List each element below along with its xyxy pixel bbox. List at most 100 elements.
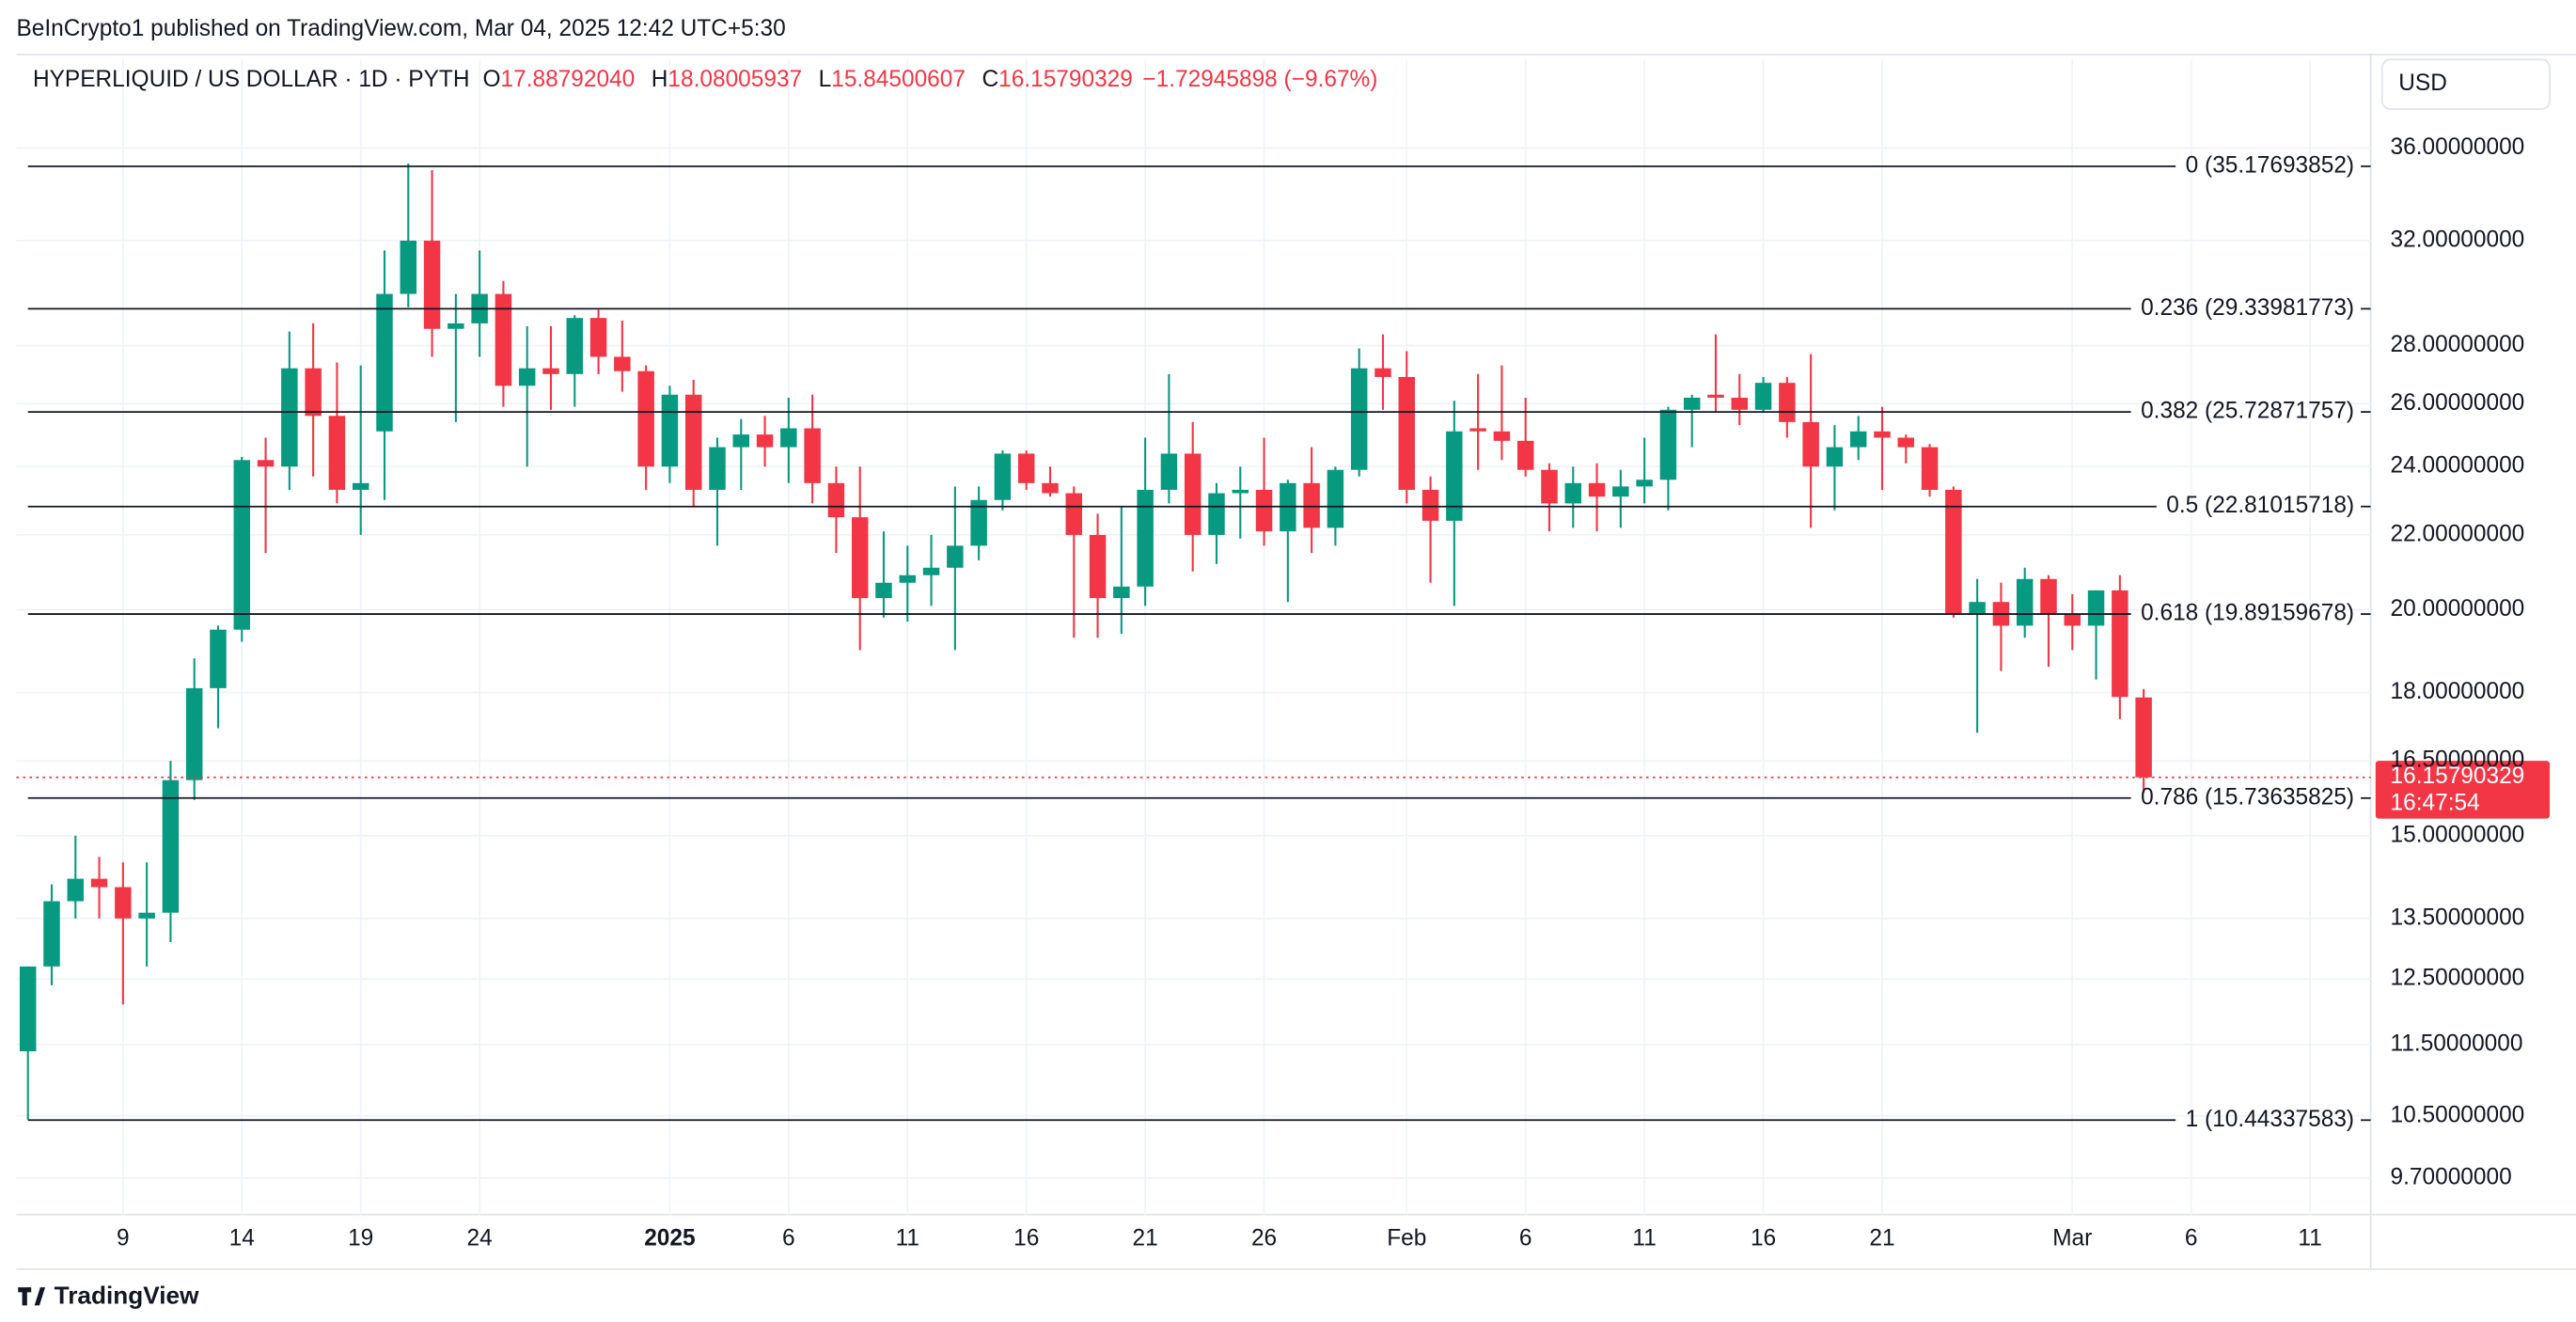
candle-body	[827, 482, 845, 518]
candle-body	[185, 687, 203, 780]
candle-body	[1089, 534, 1107, 599]
candle-body	[1422, 489, 1439, 521]
candle-body	[947, 545, 964, 568]
candle-body	[1469, 428, 1486, 432]
candle-body	[2135, 697, 2152, 778]
fib-label: 0.5 (22.81015718)	[2166, 493, 2354, 518]
symbol: HYPERLIQUID / US DOLLAR · 1D · PYTH	[33, 68, 470, 93]
candle-body	[1612, 486, 1629, 497]
currency-button[interactable]	[2380, 58, 2551, 110]
y-tick-label: 13.50000000	[2391, 905, 2525, 930]
x-tick-label: 24	[467, 1226, 493, 1251]
y-tick-label: 15.00000000	[2391, 822, 2525, 847]
candle-body	[1779, 383, 1796, 422]
x-tick-label: 26	[1251, 1226, 1277, 1251]
brand: TradingView	[55, 1282, 199, 1310]
candle-body	[2087, 590, 2105, 626]
y-tick-label: 32.00000000	[2391, 227, 2525, 252]
brand-logo	[18, 1287, 46, 1306]
candle-body	[115, 887, 132, 919]
candle-body	[1137, 489, 1154, 587]
change: −1.72945898 (−9.67%)	[1142, 68, 1377, 93]
x-tick-label: 6	[2185, 1226, 2198, 1251]
x-tick-label: 21	[1133, 1226, 1158, 1251]
candle-body	[1160, 453, 1178, 490]
candle-body	[1446, 431, 1463, 521]
fib-label: 0 (35.17693852)	[2186, 152, 2354, 178]
candle-body	[2064, 613, 2081, 626]
candle-body	[1541, 469, 1558, 504]
candle-body	[162, 779, 180, 913]
candle-body	[1707, 394, 1724, 398]
x-tick-label: 6	[1519, 1226, 1532, 1251]
candle-body	[1516, 440, 1534, 470]
ohlc-key: O	[482, 68, 500, 93]
candle-body	[970, 499, 987, 546]
grid	[16, 59, 2371, 1215]
fib-label: 0.236 (29.33981773)	[2141, 295, 2354, 321]
candle-body	[661, 394, 679, 467]
published-note: BeInCrypto1 published on TradingView.com…	[16, 16, 785, 41]
candle-body	[1303, 482, 1320, 528]
candle-body	[614, 356, 631, 371]
countdown: 16:47:54	[2391, 790, 2480, 815]
ohlc-value: 16.15790329	[998, 68, 1133, 93]
candle-body	[400, 240, 417, 294]
candle-body	[257, 460, 275, 467]
candle-body	[756, 434, 774, 448]
candle-body	[448, 323, 464, 329]
candle-body	[2112, 590, 2128, 698]
x-tick-label: 16	[1013, 1226, 1039, 1251]
candle-body	[1636, 480, 1653, 487]
candle-body	[804, 428, 821, 483]
candle-body	[376, 293, 393, 432]
x-tick-label: 14	[229, 1226, 255, 1251]
y-tick-label: 24.00000000	[2391, 453, 2525, 479]
y-tick-label: 18.00000000	[2391, 679, 2525, 704]
candle-body	[518, 368, 536, 386]
candle-body	[1897, 437, 1915, 448]
candle-body	[899, 574, 917, 583]
candle-body	[1208, 493, 1225, 535]
candle-body	[90, 878, 108, 888]
x-tick-label: 11	[2298, 1226, 2321, 1251]
candle-body	[1327, 469, 1344, 528]
x-tick-label: 19	[348, 1226, 373, 1251]
overlays: 0 (35.17693852) 0.236 (29.33981773) 0.382 …	[16, 152, 2551, 1132]
candle-body	[305, 368, 322, 417]
candle-body	[684, 394, 702, 490]
candle-body	[1564, 482, 1582, 504]
y-tick-label: 9.70000000	[2391, 1164, 2512, 1189]
y-tick-label: 20.00000000	[2391, 596, 2525, 622]
y-tick-label: 22.00000000	[2391, 521, 2525, 546]
x-tick-label: 6	[782, 1226, 795, 1251]
y-tick-label: 11.50000000	[2391, 1031, 2523, 1056]
last-price-label: 16.15790329	[2391, 763, 2525, 789]
ohlc-key: H	[652, 68, 668, 93]
y-tick-label: 36.00000000	[2391, 134, 2525, 160]
x-tick-label: 11	[896, 1226, 919, 1251]
candle-body	[732, 434, 750, 448]
candle-body	[922, 567, 940, 575]
candle-body	[1065, 493, 1083, 535]
candle-body	[1659, 409, 1677, 480]
y-tick-label: 12.50000000	[2391, 966, 2525, 991]
candle-body	[2040, 578, 2057, 614]
candle-body	[495, 293, 512, 386]
fib-label: 1 (10.44337583)	[2186, 1107, 2354, 1132]
fib-label: 0.618 (19.89159678)	[2141, 601, 2354, 626]
currency[interactable]: USD	[2398, 71, 2447, 96]
candle-body	[1113, 586, 1130, 599]
candle-body	[138, 912, 155, 919]
candle-body	[328, 416, 346, 490]
last-price-box	[2375, 761, 2551, 819]
candle-body	[1374, 368, 1391, 377]
x-tick-label: Feb	[1387, 1226, 1426, 1251]
candle-body	[589, 318, 607, 357]
y-tick-label: 26.00000000	[2391, 390, 2525, 416]
candle-body	[851, 517, 869, 599]
candle-body	[1921, 447, 1939, 490]
candle-body	[281, 368, 298, 467]
